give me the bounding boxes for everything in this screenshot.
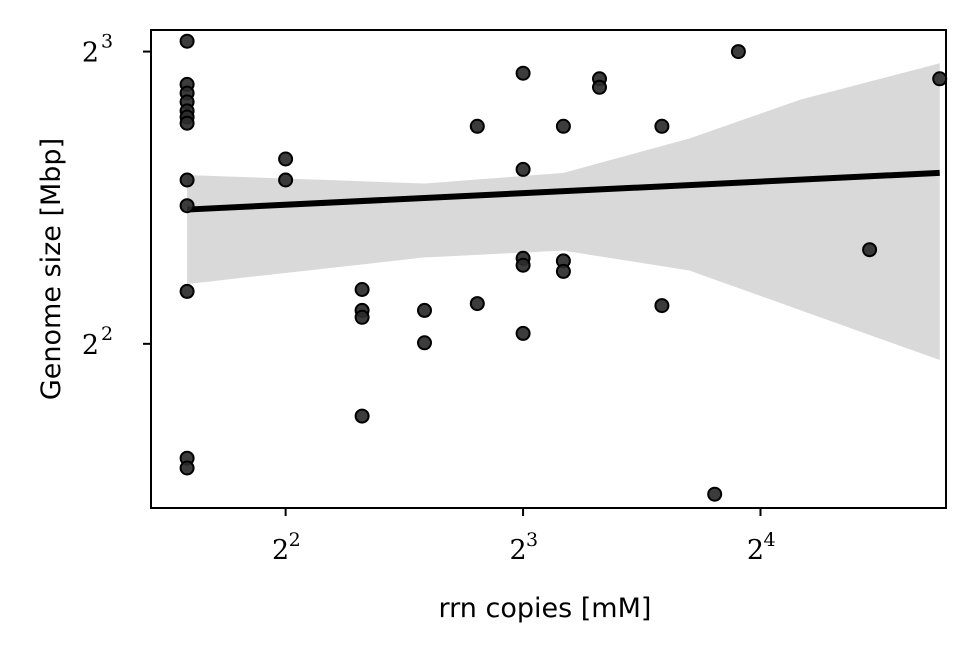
data-point xyxy=(515,325,531,341)
x-axis-label: rrn copies [mM] xyxy=(439,593,652,624)
y-tick-label: 2 xyxy=(82,38,99,69)
data-point xyxy=(932,71,948,87)
y-axis-label: Genome size [Mbp] xyxy=(36,138,67,400)
data-point xyxy=(417,335,432,351)
y-tick-label: 2 xyxy=(82,330,99,361)
data-point xyxy=(555,263,571,279)
data-point xyxy=(179,283,195,299)
data-point xyxy=(555,118,571,134)
data-point xyxy=(179,115,195,131)
data-point xyxy=(654,298,670,314)
x-tick-exponent: 2 xyxy=(289,529,301,551)
x-tick-label: 2 xyxy=(272,535,289,566)
data-point xyxy=(354,408,370,424)
y-tick-exponent: 3 xyxy=(101,31,113,53)
x-tick-label: 2 xyxy=(747,535,764,566)
data-point xyxy=(707,486,723,502)
data-point xyxy=(515,161,531,177)
data-point xyxy=(469,118,485,134)
data-point xyxy=(179,172,195,188)
data-point xyxy=(278,172,294,188)
data-point xyxy=(354,309,370,325)
data-point xyxy=(278,151,294,167)
regression-line xyxy=(186,169,940,213)
x-tick-exponent: 4 xyxy=(763,529,775,551)
y-tick-exponent: 2 xyxy=(101,323,113,345)
confidence-band xyxy=(187,63,940,361)
data-point xyxy=(469,296,485,312)
data-point xyxy=(862,242,878,258)
x-tick-label: 2 xyxy=(509,535,526,566)
data-point xyxy=(417,302,432,318)
plot-frame xyxy=(150,29,947,509)
data-point xyxy=(179,460,195,476)
data-point xyxy=(654,118,670,134)
data-point xyxy=(179,33,195,49)
x-tick-exponent: 3 xyxy=(526,529,538,551)
data-point xyxy=(354,282,370,297)
data-point xyxy=(592,79,607,95)
data-point xyxy=(515,65,531,81)
data-point xyxy=(730,44,746,60)
data-point xyxy=(515,257,531,273)
data-point xyxy=(179,198,195,214)
